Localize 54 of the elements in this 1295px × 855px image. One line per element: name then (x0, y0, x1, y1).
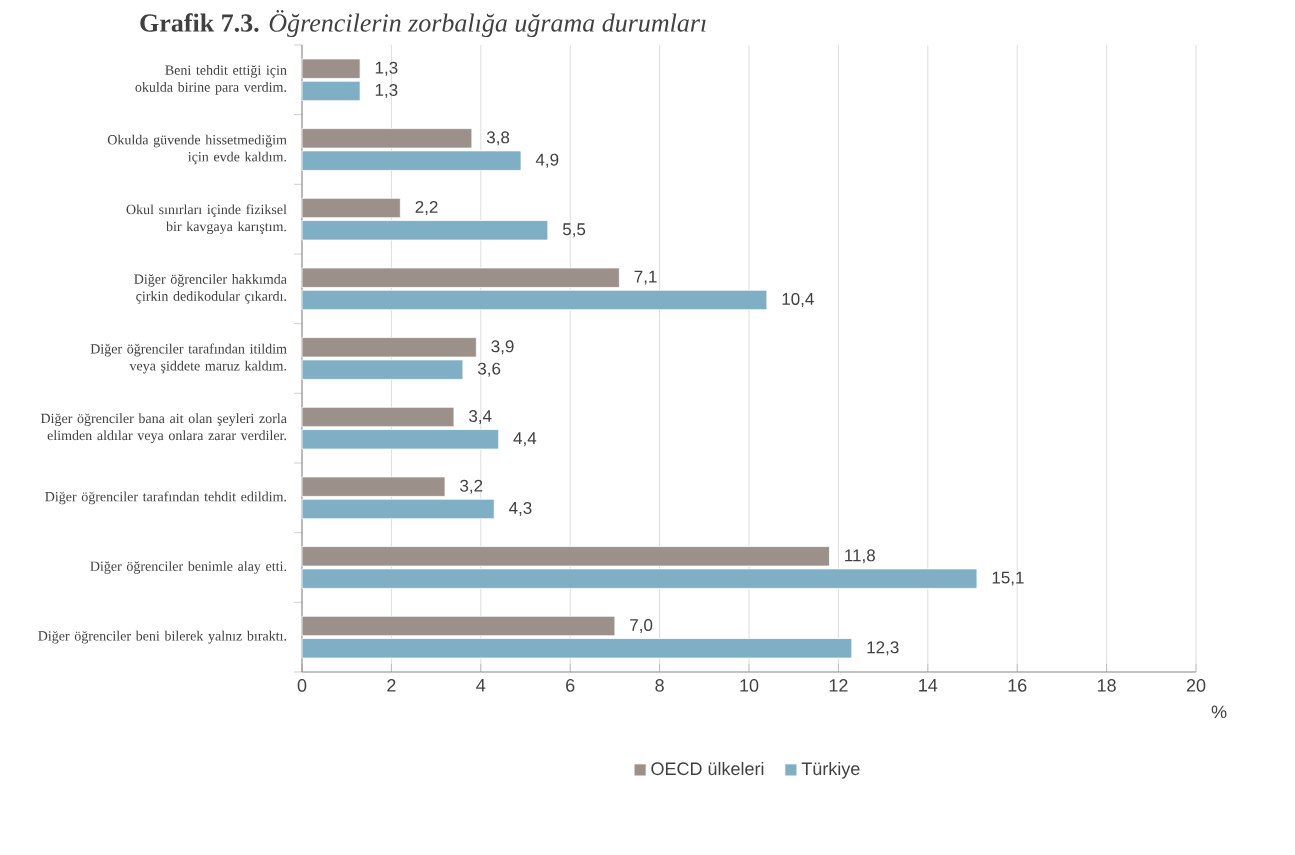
y-tick-label: Okulda güvende hissetmediğim için evde kaldım. (107, 134, 287, 165)
x-tick-label: 8 (655, 679, 664, 692)
data-label: 4,4 (513, 432, 537, 447)
y-tick-label: Beni tehdit ettiği için okulda birine para verdim. (135, 65, 287, 95)
bar (301, 58, 361, 79)
bar (301, 220, 549, 241)
data-label: 4,9 (535, 153, 559, 168)
data-label: 3,4 (469, 410, 492, 425)
data-label: 1,3 (375, 61, 398, 76)
x-axis-title: % (1211, 705, 1227, 719)
x-tick-label: 12 (829, 679, 848, 692)
data-label: 3,9 (491, 340, 514, 355)
x-tick-label: 4 (476, 679, 486, 692)
data-label: 12,3 (867, 641, 899, 656)
data-label: 1,3 (375, 83, 398, 98)
bar (301, 498, 495, 520)
legend-label: Türkiye (801, 761, 860, 779)
y-tick-label: Diğer öğrenciler tarafından itildim veya şiddete maruz kaldım. (90, 343, 287, 374)
x-tick-label: 16 (1008, 679, 1027, 692)
data-label: 15,1 (992, 571, 1024, 586)
bar (301, 638, 853, 659)
bar (301, 267, 620, 288)
y-tick-label: Diğer öğrenciler hakkımda çirkin dedikodular çıkardı. (134, 274, 287, 304)
data-label: 3,6 (477, 362, 501, 377)
bar (301, 406, 455, 428)
bar (301, 80, 361, 102)
chart-title: Grafik 7.3. Öğrencilerin zorbalığa uğrama durumları (140, 10, 706, 38)
data-label: 5,5 (562, 223, 586, 238)
x-tick-label: 6 (566, 679, 575, 692)
data-label: 3,2 (460, 479, 483, 494)
data-label: 10,4 (782, 292, 814, 307)
bar (301, 615, 616, 637)
y-tick-label: Diğer öğrenciler benimle alay etti. (90, 561, 287, 574)
data-label: 3,8 (486, 131, 510, 146)
bar (301, 197, 401, 219)
data-label: 4,3 (508, 501, 532, 516)
x-tick-label: 0 (297, 679, 307, 692)
data-label: 7,0 (630, 619, 653, 634)
x-tick-label: 14 (919, 679, 938, 692)
data-label: 2,2 (415, 201, 438, 216)
bar (301, 429, 500, 450)
y-tick-label: Okul sınırları içinde fiziksel bir kavgaya karıştım. (126, 204, 287, 235)
legend-label: OECD ülkeleri (651, 761, 764, 776)
bar (301, 476, 446, 497)
x-tick-label: 10 (740, 679, 759, 692)
data-label: 11,8 (845, 549, 875, 564)
x-tick-label: 18 (1097, 679, 1116, 692)
y-tick-label: Diğer öğrenciler beni bilerek yalnız bıraktı. (38, 630, 287, 644)
data-label: 7,1 (634, 270, 657, 285)
x-tick-label: 20 (1186, 679, 1206, 692)
bar (301, 289, 768, 311)
y-tick-label: Diğer öğrenciler tarafından tehdit edildim. (45, 491, 287, 505)
y-tick-label: Diğer öğrenciler bana ait olan şeyleri zorla elimden aldılar veya onlara zarar verdiler. (40, 413, 287, 444)
x-tick-label: 2 (387, 679, 396, 692)
